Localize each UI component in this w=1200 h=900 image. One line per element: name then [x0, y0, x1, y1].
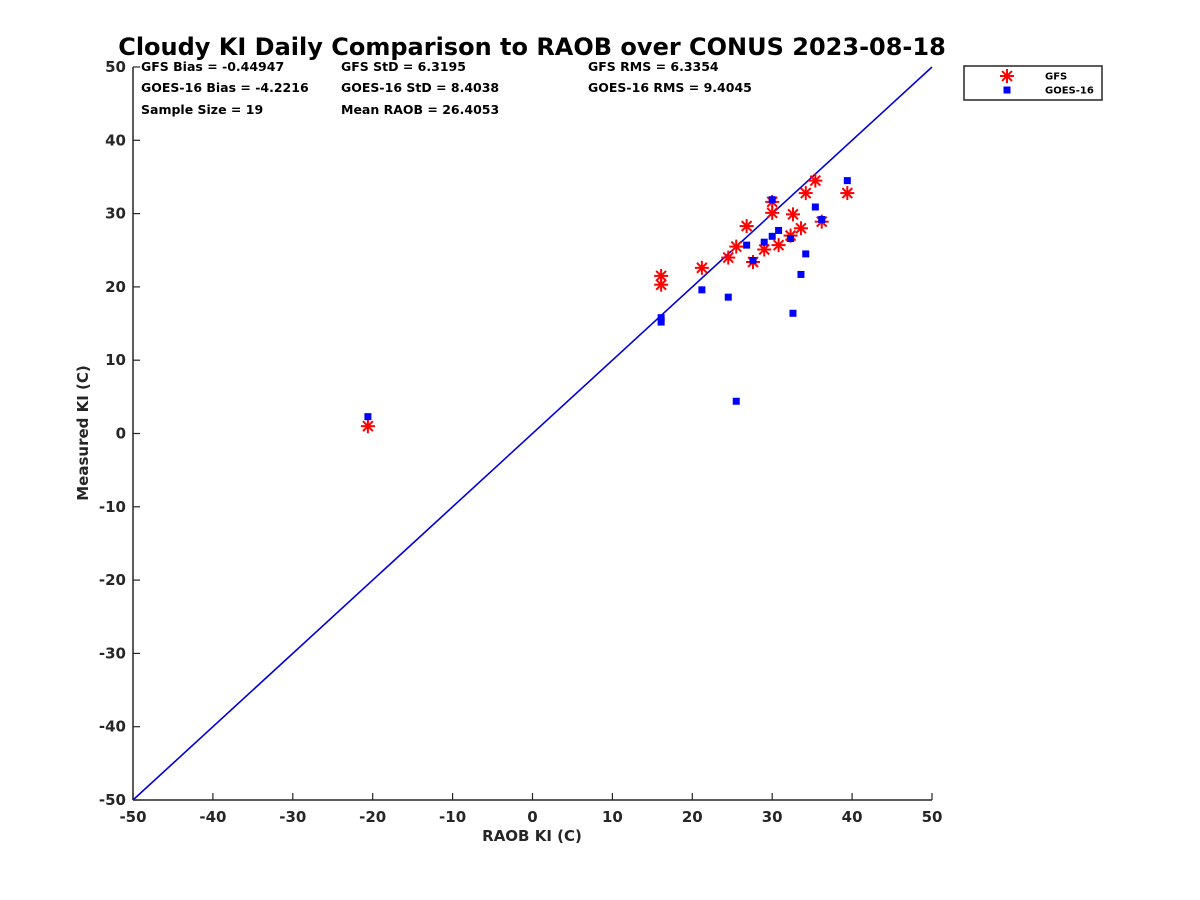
goes16-point	[787, 235, 795, 243]
x-tick-label: 20	[682, 808, 703, 826]
y-tick-label: 30	[105, 205, 126, 223]
goes16-point	[732, 397, 740, 405]
axis-ticks: -50 -40 -30 -20 -10 0 10 20 30 40 50 50 40 30 20 10 0 -10…	[99, 58, 943, 826]
x-tick-label: 10	[602, 808, 623, 826]
statistics-block: GFS Bias = -0.44947 GFS StD = 6.3195 GFS R…	[141, 59, 752, 117]
gfs-point	[793, 221, 808, 236]
legend-label: GFS	[1045, 72, 1067, 83]
legend-gfs-marker	[1000, 69, 1014, 83]
data-points	[360, 173, 855, 434]
x-axis-label: RAOB KI (C)	[482, 827, 582, 845]
stat-label: GFS StD = 6.3195	[341, 59, 466, 74]
goes16-point	[843, 177, 851, 185]
goes16-point	[811, 203, 819, 211]
goes16-point	[657, 318, 665, 326]
gfs-point	[840, 186, 855, 201]
goes16-point	[802, 250, 810, 258]
stat-label: GFS Bias = -0.44947	[141, 59, 284, 74]
y-tick-label: 0	[116, 425, 126, 443]
x-tick-label: -10	[439, 808, 466, 826]
goes16-point	[789, 309, 797, 317]
x-tick-label: -30	[279, 808, 306, 826]
goes16-point	[768, 232, 776, 240]
stat-label: GOES-16 RMS = 9.4045	[588, 80, 752, 95]
gfs-point	[694, 260, 709, 275]
y-tick-label: -20	[99, 571, 126, 589]
goes16-point	[364, 413, 372, 421]
stat-label: GOES-16 StD = 8.4038	[341, 80, 499, 95]
x-tick-label: -50	[119, 808, 146, 826]
gfs-point	[729, 239, 744, 254]
y-tick-label: 50	[105, 58, 126, 76]
gfs-point	[785, 207, 800, 222]
y-tick-label: -30	[99, 644, 126, 662]
stat-label: GOES-16 Bias = -4.2216	[141, 80, 309, 95]
legend-label: GOES-16	[1045, 86, 1094, 97]
gfs-point	[765, 205, 780, 220]
y-tick-label: -50	[99, 791, 126, 809]
one-to-one-line	[132, 66, 933, 801]
goes16-point	[698, 286, 706, 294]
stat-label: GFS RMS = 6.3354	[588, 59, 719, 74]
x-tick-label: -40	[199, 808, 226, 826]
goes16-point	[775, 226, 783, 234]
gfs-point	[739, 219, 754, 234]
legend-goes16-marker	[1003, 86, 1011, 94]
goes16-point	[768, 196, 776, 204]
y-tick-label: -40	[99, 718, 126, 736]
x-tick-label: 40	[842, 808, 863, 826]
one-to-one-line-layer	[132, 66, 933, 801]
gfs-point	[654, 277, 669, 292]
y-axis-label: Measured KI (C)	[74, 365, 92, 501]
x-tick-label: 50	[922, 808, 943, 826]
goes16-point	[797, 270, 805, 278]
y-tick-label: 40	[105, 131, 126, 149]
chart-title: Cloudy KI Daily Comparison to RAOB over …	[118, 33, 946, 61]
gfs-point	[808, 173, 823, 188]
stat-label: Sample Size = 19	[141, 102, 263, 117]
goes16-point	[749, 257, 757, 265]
goes16-point	[818, 215, 826, 223]
x-tick-label: 0	[527, 808, 537, 826]
stat-label: Mean RAOB = 26.4053	[341, 102, 499, 117]
goes16-point	[724, 293, 732, 301]
gfs-point	[360, 419, 375, 434]
goes16-point	[657, 314, 665, 322]
x-tick-label: -20	[359, 808, 386, 826]
gfs-point	[721, 250, 736, 265]
goes16-point	[743, 241, 751, 249]
legend-box	[963, 65, 1103, 101]
legend: GFS GOES-16	[963, 65, 1103, 101]
y-tick-label: 10	[105, 351, 126, 369]
y-tick-label: 20	[105, 278, 126, 296]
gfs-point	[771, 238, 786, 253]
gfs-point	[798, 186, 813, 201]
x-tick-label: 30	[762, 808, 783, 826]
y-tick-label: -10	[99, 498, 126, 516]
goes16-point	[760, 238, 768, 246]
